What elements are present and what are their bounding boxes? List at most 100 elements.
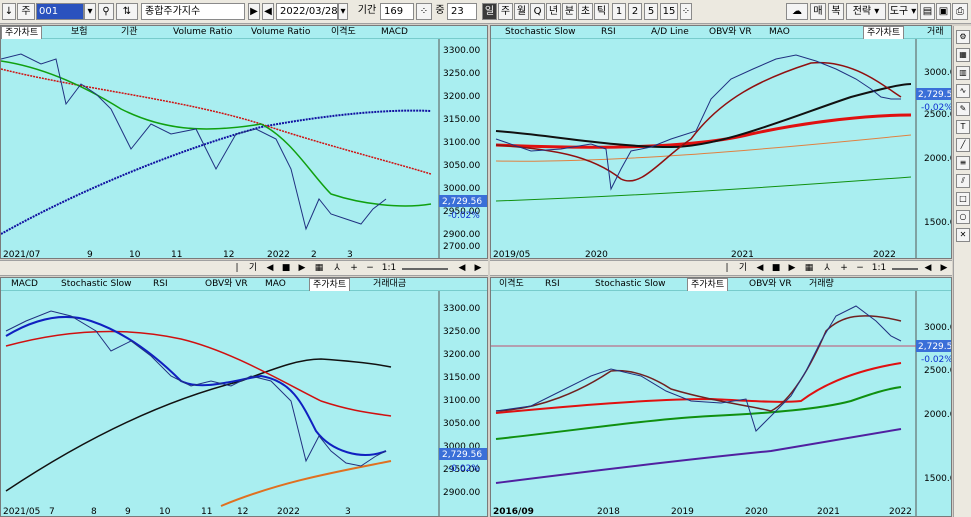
- buy-button[interactable]: 매: [810, 3, 826, 20]
- nav-stop-icon[interactable]: ■: [281, 263, 291, 273]
- period-spin-icon[interactable]: ⁘: [416, 3, 432, 20]
- cloud-icon[interactable]: ☁: [786, 3, 808, 20]
- stock-name-input[interactable]: 종합주가지수: [141, 3, 245, 20]
- tab-stochastic[interactable]: Stochastic Slow: [595, 279, 666, 289]
- zoom-out-icon[interactable]: −: [856, 263, 864, 273]
- tab-macd[interactable]: MACD: [381, 27, 408, 37]
- tab-price-chart[interactable]: 주가차트: [309, 278, 351, 291]
- indicator-icon[interactable]: ∿: [956, 84, 970, 98]
- cycle-tick-button[interactable]: 틱: [594, 3, 609, 20]
- tab-insurance[interactable]: 보험: [71, 27, 88, 37]
- sort-icon[interactable]: ⇅: [116, 3, 138, 20]
- cycle-2-button[interactable]: 2: [628, 3, 642, 20]
- zoom-in-icon[interactable]: +: [350, 263, 358, 273]
- channel-icon[interactable]: ⫽: [956, 174, 970, 188]
- tab-volume[interactable]: 거래량: [809, 279, 834, 289]
- tab-disparity[interactable]: 이격도: [331, 27, 356, 37]
- tab-obv-vr[interactable]: OBV와 VR: [709, 27, 752, 37]
- tab-rsi[interactable]: RSI: [545, 279, 560, 289]
- zoom-slider[interactable]: [892, 268, 918, 270]
- middle-input[interactable]: 23: [447, 3, 477, 20]
- tab-price-chart[interactable]: 주가차트: [687, 278, 729, 291]
- nav-prev-icon[interactable]: ◀: [266, 263, 274, 273]
- date-dropdown-icon[interactable]: ▾: [338, 3, 348, 20]
- tab-volume-ratio[interactable]: Volume Ratio: [173, 27, 233, 37]
- nav-stop-icon[interactable]: ■: [771, 263, 781, 273]
- date-input[interactable]: 2022/03/28: [276, 3, 338, 20]
- scroll-left-icon[interactable]: ◀: [924, 263, 932, 273]
- arrow-button[interactable]: ↓: [2, 3, 16, 20]
- cycle-week-button[interactable]: 주: [498, 3, 513, 20]
- scroll-right-icon[interactable]: ▶: [940, 263, 948, 273]
- tab-volume-ratio-2[interactable]: Volume Ratio: [251, 27, 311, 37]
- code-dropdown-icon[interactable]: ▾: [84, 3, 96, 20]
- nav-base-button[interactable]: 기: [738, 263, 748, 273]
- print-icon[interactable]: ⎙: [952, 3, 968, 20]
- tab-stochastic[interactable]: Stochastic Slow: [61, 279, 132, 289]
- zoom-reset-button[interactable]: 1:1: [871, 263, 887, 273]
- zoom-slider[interactable]: [402, 268, 448, 270]
- tab-price-chart[interactable]: 주가차트: [863, 26, 905, 39]
- folder-icon[interactable]: ▤: [920, 3, 935, 20]
- circle-icon[interactable]: ○: [956, 210, 970, 224]
- zoom-out-icon[interactable]: −: [366, 263, 374, 273]
- tab-price-chart[interactable]: 주가차트: [1, 26, 43, 39]
- cycle-spin-icon[interactable]: ⁘: [680, 3, 692, 20]
- code-input[interactable]: 001: [36, 3, 84, 20]
- tab-obv-vr[interactable]: OBV와 VR: [205, 279, 248, 289]
- tab-mao[interactable]: MAO: [265, 279, 286, 289]
- chart-panel-2[interactable]: Stochastic Slow RSI A/D Line OBV와 VR MAO…: [490, 25, 952, 259]
- zoom-reset-button[interactable]: 1:1: [381, 263, 397, 273]
- tab-obv-vr[interactable]: OBV와 VR: [749, 279, 792, 289]
- chart-panel-1[interactable]: 주가차트 보험 기관 Volume Ratio Volume Ratio 이격도…: [0, 25, 488, 259]
- tab-rsi[interactable]: RSI: [601, 27, 616, 37]
- cycle-15-button[interactable]: 15: [660, 3, 678, 20]
- text-icon[interactable]: T: [956, 120, 970, 134]
- draw-icon[interactable]: ✎: [956, 102, 970, 116]
- cycle-minute-button[interactable]: 분: [562, 3, 577, 20]
- chart-panel-3[interactable]: MACD Stochastic Slow RSI OBV와 VR MAO 주가차…: [0, 277, 488, 517]
- grid-icon[interactable]: ▦: [956, 48, 970, 62]
- cycle-second-button[interactable]: 초: [578, 3, 593, 20]
- cycle-year-button[interactable]: 년: [546, 3, 561, 20]
- tab-disparity[interactable]: 이격도: [499, 279, 524, 289]
- settings-icon[interactable]: ⚙: [956, 30, 970, 44]
- cycle-month-button[interactable]: 월: [514, 3, 529, 20]
- line-icon[interactable]: ╱: [956, 138, 970, 152]
- rect-icon[interactable]: □: [956, 192, 970, 206]
- copy-button[interactable]: 복: [828, 3, 844, 20]
- nav-next-icon[interactable]: ▶: [788, 263, 796, 273]
- nav-grid-icon[interactable]: ▦: [314, 263, 324, 273]
- nav-prev-icon[interactable]: ◀: [756, 263, 764, 273]
- nav-scale-icon[interactable]: ⅄: [824, 263, 830, 273]
- scroll-right-icon[interactable]: ▶: [474, 263, 482, 273]
- zoom-in-icon[interactable]: +: [840, 263, 848, 273]
- tab-mao[interactable]: MAO: [769, 27, 790, 37]
- tab-rsi[interactable]: RSI: [153, 279, 168, 289]
- tab-macd[interactable]: MACD: [11, 279, 38, 289]
- tab-trading-value[interactable]: 거래대금: [373, 279, 407, 289]
- tab-ad-line[interactable]: A/D Line: [651, 27, 689, 37]
- cycle-1-button[interactable]: 1: [612, 3, 626, 20]
- fib-icon[interactable]: ≡: [956, 156, 970, 170]
- save-icon[interactable]: ▣: [936, 3, 951, 20]
- chart-panel-4[interactable]: 이격도 RSI Stochastic Slow 주가차트 OBV와 VR 거래량…: [490, 277, 952, 517]
- market-button[interactable]: 주: [17, 3, 35, 20]
- cycle-day-button[interactable]: 일: [482, 3, 497, 20]
- tab-stochastic[interactable]: Stochastic Slow: [505, 27, 576, 37]
- nav-scale-icon[interactable]: ⅄: [334, 263, 340, 273]
- nav-next-icon[interactable]: ▶: [298, 263, 306, 273]
- cycle-quarter-button[interactable]: Q: [530, 3, 545, 20]
- prev-date-icon[interactable]: ▶: [248, 3, 260, 20]
- scroll-left-icon[interactable]: ◀: [458, 263, 466, 273]
- nav-base-button[interactable]: 기: [248, 263, 258, 273]
- nav-grid-icon[interactable]: ▦: [804, 263, 814, 273]
- cycle-5-button[interactable]: 5: [644, 3, 658, 20]
- period-input[interactable]: 169: [380, 3, 414, 20]
- delete-icon[interactable]: ✕: [956, 228, 970, 242]
- next-date-icon[interactable]: ◀: [262, 3, 274, 20]
- tab-institution[interactable]: 기관: [121, 27, 138, 37]
- layout-icon[interactable]: ▥: [956, 66, 970, 80]
- tools-button[interactable]: 도구 ▾: [888, 3, 918, 20]
- search-icon[interactable]: ⚲: [98, 3, 114, 20]
